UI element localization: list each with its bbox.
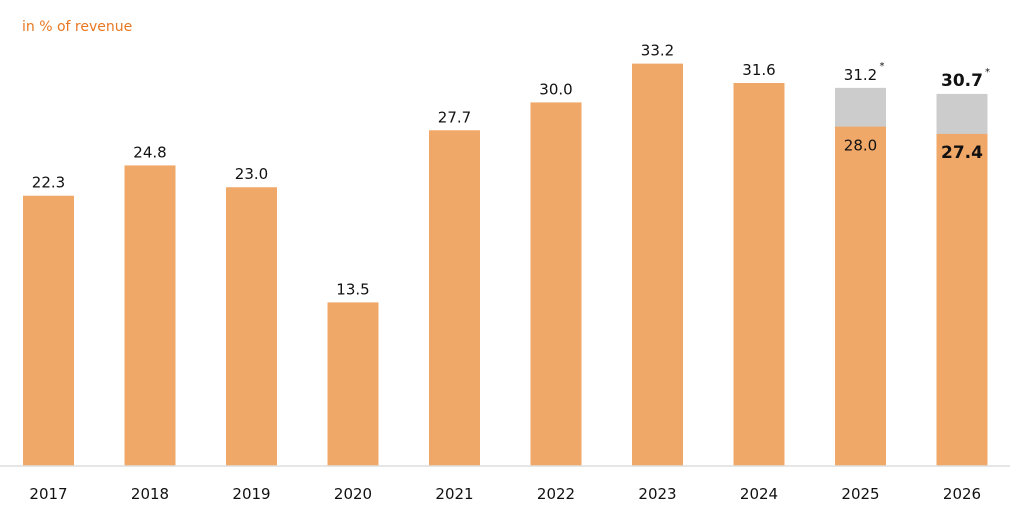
total-label-2026: 30.7	[941, 71, 983, 91]
value-label-2025: 28.0	[844, 137, 877, 155]
value-label-2022: 30.0	[539, 80, 572, 98]
labels-group: 22.3 2017 24.8 2018 23.0 2019 13.5 2020 27.7 2021…	[29, 42, 990, 503]
total-label-2025: 31.2	[844, 66, 877, 84]
x-tick-label-2019: 2019	[232, 485, 270, 503]
bar-2024	[733, 83, 785, 467]
bar-2023	[632, 63, 683, 467]
footnote-marker-2025: *	[880, 61, 885, 72]
bar-2020	[327, 302, 379, 466]
footnote-marker-2026: *	[985, 67, 990, 78]
bar-2021	[429, 130, 480, 466]
bar-2018	[124, 165, 176, 466]
bars-group	[23, 63, 988, 467]
bar-2026	[936, 133, 988, 467]
unit-label: in % of revenue	[22, 19, 133, 35]
value-label-2018: 24.8	[133, 143, 166, 161]
value-label-2026: 27.4	[941, 143, 983, 163]
value-label-2019: 23.0	[235, 165, 268, 183]
x-tick-label-2017: 2017	[29, 485, 67, 503]
value-label-2024: 31.6	[742, 61, 775, 79]
x-tick-label-2024: 2024	[740, 485, 778, 503]
value-label-2021: 27.7	[438, 108, 471, 126]
bar-2017	[23, 195, 74, 466]
x-tick-label-2026: 2026	[943, 485, 981, 503]
x-tick-label-2018: 2018	[131, 485, 169, 503]
x-tick-label-2025: 2025	[841, 485, 879, 503]
value-label-2020: 13.5	[336, 280, 369, 298]
x-tick-label-2021: 2021	[435, 485, 473, 503]
value-label-2023: 33.2	[641, 42, 674, 60]
x-tick-label-2023: 2023	[638, 485, 676, 503]
x-tick-label-2020: 2020	[334, 485, 372, 503]
x-tick-label-2022: 2022	[537, 485, 575, 503]
bar-2019	[226, 187, 277, 467]
value-label-2017: 22.3	[32, 174, 65, 192]
bar-2022	[530, 102, 582, 467]
bar-2025	[835, 126, 886, 466]
